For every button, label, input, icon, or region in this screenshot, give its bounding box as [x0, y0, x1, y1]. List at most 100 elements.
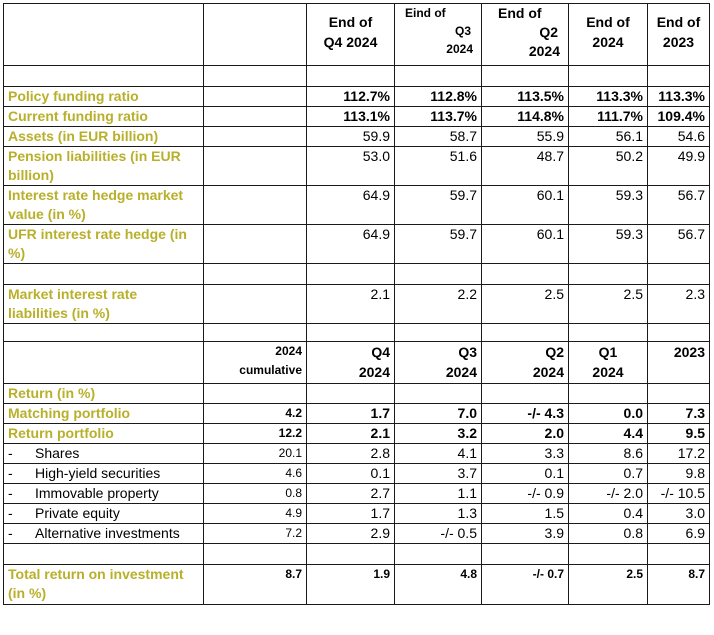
sub-row: - Alternative investments 7.2 2.9 -/- 0.5…: [3, 523, 710, 544]
period-header-line: Q2: [539, 24, 558, 40]
row-label: Current funding ratio: [3, 106, 204, 127]
cell-value: 60.1: [481, 185, 569, 225]
bullet-dash: -: [8, 485, 13, 501]
row-label-text: Alternative investments: [35, 525, 180, 541]
cell-value: 2.0: [481, 423, 569, 444]
cell-value: 2.1: [306, 423, 395, 444]
cell-value: 1.1: [394, 483, 482, 504]
cell-value: 4.4: [568, 423, 648, 444]
total-row: Total return on investment (in %) 8.7 1.…: [3, 564, 710, 605]
cumulative-value: 20.1: [203, 443, 307, 464]
period-header-line: End of: [498, 5, 542, 21]
row-label: Pension liabilities (in EUR billion): [3, 146, 204, 186]
cell-value: 0.1: [306, 463, 395, 484]
cell-value: 113.3%: [568, 86, 648, 107]
cell-value: 9.5: [647, 423, 710, 444]
header-line: 2024: [358, 364, 390, 380]
cell-value: -/- 0.5: [394, 523, 482, 544]
cell-value: 6.9: [647, 523, 710, 544]
row-label: - Shares: [3, 443, 204, 464]
return-row: Return portfolio 12.2 2.1 3.2 2.0 4.4 9.…: [3, 423, 710, 444]
row-label: Policy funding ratio: [3, 86, 204, 107]
header-line: cumulative: [239, 363, 302, 377]
cell-value: 113.1%: [306, 106, 395, 127]
cell-value: 50.2: [568, 146, 648, 186]
period-header-line: Eind of: [405, 6, 446, 20]
cell-value: -/- 2.0: [568, 483, 648, 504]
cell-value: 64.9: [306, 224, 395, 264]
row-label: Market interest rate liabilities (in %): [3, 284, 204, 324]
cell-value: 8.7: [647, 564, 710, 605]
period-header-line: 2024: [446, 42, 473, 56]
sub-row: - High-yield securities 4.6 0.1 3.7 0.1 0…: [3, 463, 710, 484]
cell-value: 1.9: [306, 564, 395, 605]
cell-value: 4.1: [394, 443, 482, 464]
period-header-line: Q3: [454, 24, 471, 38]
cell-value: 2.7: [306, 483, 395, 504]
header-line: Q4: [371, 344, 390, 360]
cell-value: 55.9: [481, 126, 569, 147]
row-label: - Immovable property: [3, 483, 204, 504]
cell-value: 3.3: [481, 443, 569, 464]
cumulative-value: 7.2: [203, 523, 307, 544]
cell-value: 2.3: [647, 284, 710, 324]
cumulative-value: 4.6: [203, 463, 307, 484]
cell-value: 59.7: [394, 185, 482, 225]
sub-row: - Private equity 4.9 1.7 1.3 1.5 0.4 3.0: [3, 503, 710, 524]
cell-value: 113.3%: [647, 86, 710, 107]
cell-value: 2.1: [306, 284, 395, 324]
cell-value: 3.9: [481, 523, 569, 544]
cell-value: 111.7%: [568, 106, 648, 127]
row-label: Assets (in EUR billion): [3, 126, 204, 147]
cell-value: 56.7: [647, 224, 710, 264]
period-header-line: 2023: [662, 34, 695, 50]
row-label-text: Private equity: [35, 505, 120, 521]
cell-value: 59.7: [394, 224, 482, 264]
cell-value: 109.4%: [647, 106, 710, 127]
row-label: UFR interest rate hedge (in %): [3, 224, 204, 264]
row-label: - High-yield securities: [3, 463, 204, 484]
period-header: Eind of Q3 2024: [394, 3, 482, 66]
period-header: Q2 2024: [481, 341, 569, 384]
cell-value: 56.1: [568, 126, 648, 147]
header-line: 2024: [532, 364, 564, 380]
cell-value: 9.8: [647, 463, 710, 484]
bullet-dash: -: [8, 525, 13, 541]
row-label-text: High-yield securities: [35, 465, 161, 481]
row-label: Interest rate hedge market value (in %): [3, 185, 204, 225]
cumulative-header: 2024 cumulative: [203, 341, 307, 384]
funding-row: Current funding ratio 113.1% 113.7% 114.…: [3, 106, 710, 127]
cell-value: 112.7%: [306, 86, 395, 107]
cell-value: 0.8: [568, 523, 648, 544]
cell-value: 2.5: [568, 564, 648, 605]
funding-row: Interest rate hedge market value (in %) …: [3, 185, 710, 225]
header-line: 2024: [275, 344, 302, 358]
cell-value: 8.6: [568, 443, 648, 464]
cell-value: 0.7: [568, 463, 648, 484]
row-label: Matching portfolio: [3, 403, 204, 424]
header-line: 2023: [673, 344, 705, 360]
header-line: Q1: [598, 344, 618, 360]
cell-value: -/- 4.3: [481, 403, 569, 424]
bullet-dash: -: [8, 465, 13, 481]
market-rate-row: Market interest rate liabilities (in %) …: [3, 284, 710, 324]
cumulative-value: 8.7: [203, 564, 307, 605]
period-header: End of Q2 2024: [481, 3, 569, 66]
cell-value: 4.8: [394, 564, 482, 605]
period-header: Q4 2024: [306, 341, 395, 384]
period-header: Q1 2024: [568, 341, 648, 384]
row-label: Return portfolio: [3, 423, 204, 444]
cell-value: 53.0: [306, 146, 395, 186]
cell-value: -/- 10.5: [647, 483, 710, 504]
cell-value: -/- 0.7: [481, 564, 569, 605]
cell-value: 112.8%: [394, 86, 482, 107]
row-label-text: Immovable property: [35, 485, 159, 501]
cell-value: 56.7: [647, 185, 710, 225]
row-label: Total return on investment (in %): [3, 564, 204, 605]
cell-value: 113.7%: [394, 106, 482, 127]
section-title: Return (in %): [3, 383, 204, 404]
cell-value: 3.0: [647, 503, 710, 524]
cell-value: 59.3: [568, 224, 648, 264]
header-empty-cell: [203, 3, 307, 66]
row-label-text: Shares: [35, 445, 80, 461]
